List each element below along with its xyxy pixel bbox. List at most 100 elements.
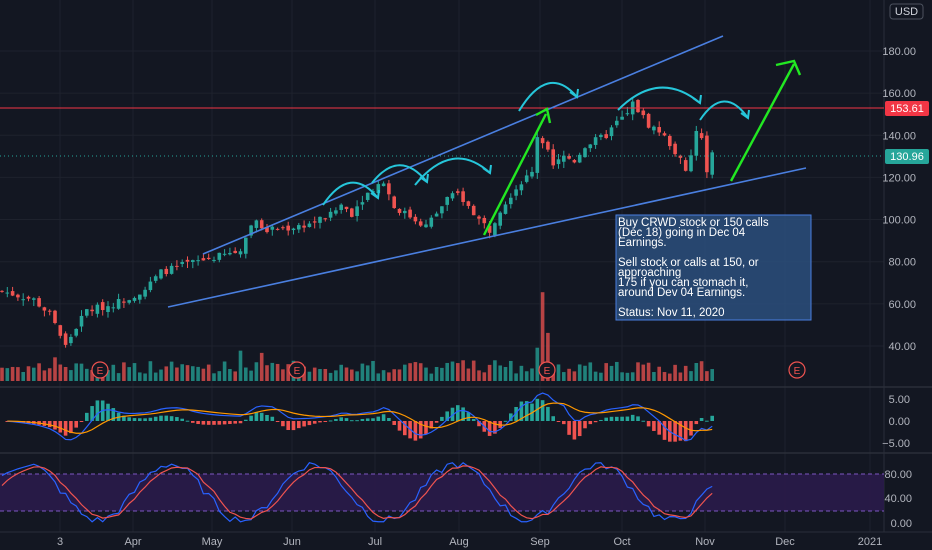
macd-histogram-bar <box>169 416 174 421</box>
volume-bar <box>275 363 280 381</box>
stoch-k-line <box>1 461 713 523</box>
cycle-arc <box>322 181 379 206</box>
projection-arrow-head <box>775 59 802 76</box>
candle <box>445 197 449 205</box>
pane-separators <box>0 0 932 533</box>
macd-histogram-bar <box>318 421 322 423</box>
volume-bar <box>482 372 487 381</box>
volume-bar <box>673 364 677 381</box>
time-tick-label: Aug <box>449 536 469 548</box>
volume-bar <box>413 362 418 381</box>
price-tick-label: 180.00 <box>882 46 916 58</box>
volume-bar <box>270 362 275 381</box>
candle <box>482 217 487 224</box>
lower-channel-line <box>167 167 807 308</box>
cycle-arcs <box>322 81 750 206</box>
macd-histogram-bar <box>291 421 296 431</box>
macd-histogram-bar <box>217 421 222 425</box>
candle <box>620 116 624 120</box>
volume-bar <box>63 366 68 381</box>
candle <box>63 333 68 345</box>
earnings-marker[interactable] <box>538 361 556 379</box>
candle <box>106 306 110 313</box>
rsi-band <box>0 474 884 511</box>
volume-bar <box>493 360 497 381</box>
macd-histogram-bar <box>615 416 619 421</box>
price-axis[interactable]: 180.00 160.00 140.00 120.00 100.00 80.00 60.00… <box>882 46 916 353</box>
candle <box>509 197 513 205</box>
time-tick-label: Sep <box>530 536 550 548</box>
volume-bar <box>609 365 614 381</box>
macd-histogram-bar <box>350 420 354 422</box>
macd-histogram-bar <box>95 400 100 421</box>
candle <box>546 141 550 150</box>
candle <box>355 206 359 217</box>
volume-bar <box>153 372 158 381</box>
macd-histogram-bar <box>392 421 396 425</box>
rsi-axis: 80.00 40.00 0.00 <box>884 469 912 530</box>
macd-histogram-bar <box>540 400 545 421</box>
candle <box>705 135 709 173</box>
volume-bar <box>217 371 222 381</box>
volume-bar <box>196 366 200 381</box>
volume-bar <box>106 370 110 381</box>
volume-bar <box>604 363 608 381</box>
volume-bar <box>641 364 646 381</box>
candle <box>429 217 434 227</box>
rsi-tick-label: 80.00 <box>884 469 912 481</box>
candle <box>85 309 89 316</box>
time-axis[interactable]: 3 Apr May Jun Jul Aug Sep Oct Nov Dec 2021 <box>57 536 882 548</box>
volume-bar <box>10 366 15 381</box>
volume-bar <box>259 352 264 381</box>
macd-histogram-bar <box>477 421 481 427</box>
volume-bar <box>546 332 550 381</box>
candle <box>206 257 211 259</box>
macd-histogram-bar <box>185 420 190 422</box>
candle <box>0 290 4 292</box>
volume-bar <box>593 371 598 381</box>
time-tick-label: Jun <box>283 536 301 548</box>
annotation-note[interactable]: Buy CRWD stock or 150 calls(Dec 18) goin… <box>615 214 812 321</box>
volume-bar <box>323 368 328 381</box>
volume-bar <box>344 367 349 381</box>
macd-histogram-bar <box>328 420 333 422</box>
candle <box>583 148 587 158</box>
volume-bar <box>705 371 709 381</box>
macd-axis: 5.00 0.00 −5.00 <box>882 394 910 450</box>
macd-histogram-bar <box>74 421 78 428</box>
macd-histogram-bar <box>556 421 561 422</box>
volume-bar <box>79 363 84 381</box>
currency-button[interactable]: USD <box>889 3 924 20</box>
price-tick-label: 80.00 <box>888 257 916 269</box>
volume-bar <box>249 370 253 381</box>
candle <box>334 210 338 214</box>
volume-bar <box>169 361 174 381</box>
candle <box>456 191 460 193</box>
volume-bar <box>334 370 338 381</box>
candle <box>498 212 502 226</box>
volume-bar <box>699 361 704 381</box>
candle <box>100 302 105 311</box>
macd-histogram-bar <box>652 421 656 431</box>
earnings-marker[interactable] <box>91 361 109 379</box>
candle <box>577 154 582 163</box>
candle <box>519 184 524 191</box>
macd-histogram-bar <box>376 416 381 421</box>
price-tick-label: 60.00 <box>888 299 916 311</box>
candle <box>344 206 349 210</box>
earnings-marker[interactable] <box>788 361 806 379</box>
candle <box>111 307 116 309</box>
earnings-marker[interactable] <box>288 361 306 379</box>
candle <box>217 252 222 260</box>
candle <box>47 310 52 312</box>
candle <box>16 294 20 298</box>
candle <box>10 291 15 296</box>
macd-histogram-bar <box>106 403 110 421</box>
macd-histogram-bar <box>445 411 449 421</box>
candle <box>487 225 492 233</box>
volume-bar <box>657 366 661 381</box>
macd-histogram-bar <box>646 421 651 427</box>
volume-bar <box>307 371 312 381</box>
macd-histogram-bar <box>493 421 497 434</box>
candle <box>694 130 699 156</box>
